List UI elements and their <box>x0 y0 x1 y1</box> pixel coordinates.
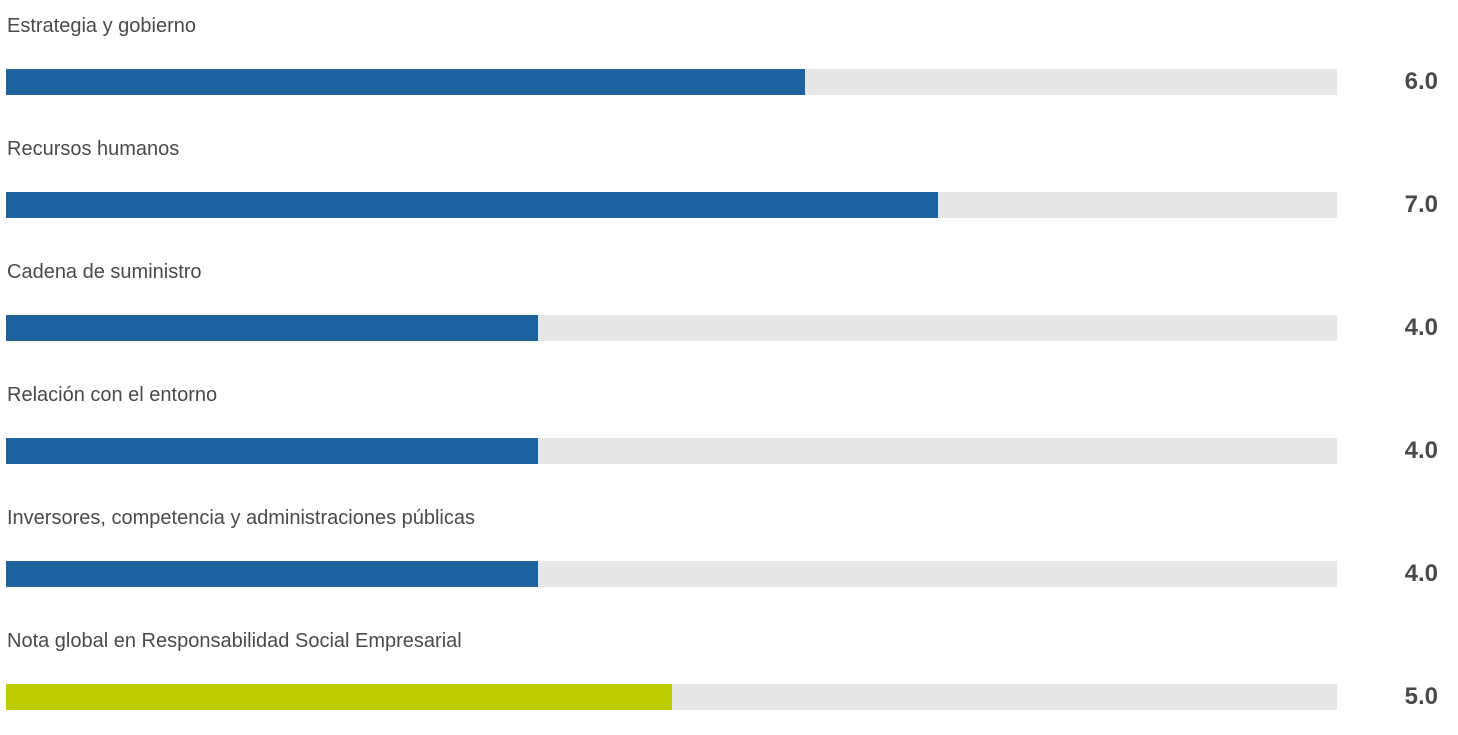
category-label: Cadena de suministro <box>7 261 202 283</box>
bar-track <box>6 192 1337 218</box>
value-label: 4.0 <box>1404 314 1438 341</box>
chart-row: Cadena de suministro 4.0 <box>0 246 1458 366</box>
bar-track <box>6 315 1337 341</box>
value-label: 4.0 <box>1404 437 1438 464</box>
category-label: Nota global en Responsabilidad Social Em… <box>7 630 462 652</box>
value-label: 4.0 <box>1404 560 1438 587</box>
bar-track <box>6 69 1337 95</box>
chart-row: Inversores, competencia y administracion… <box>0 492 1458 612</box>
score-bar <box>6 192 938 218</box>
value-label: 7.0 <box>1404 191 1438 218</box>
chart-row: Relación con el entorno 4.0 <box>0 369 1458 489</box>
value-label: 6.0 <box>1404 68 1438 95</box>
chart-row: Estrategia y gobierno 6.0 <box>0 0 1458 120</box>
category-label: Relación con el entorno <box>7 384 218 406</box>
score-bar <box>6 561 538 587</box>
score-bar-chart: Estrategia y gobierno 6.0 Recursos humanos… <box>0 0 1458 710</box>
bar-track <box>6 561 1337 587</box>
chart-row: Nota global en Responsabilidad Social Em… <box>0 615 1458 735</box>
score-bar <box>6 69 805 95</box>
category-label: Recursos humanos <box>7 138 180 160</box>
bar-track <box>6 438 1337 464</box>
category-label: Inversores, competencia y administracion… <box>7 507 475 529</box>
score-bar <box>6 438 538 464</box>
score-bar <box>6 315 538 341</box>
value-label: 5.0 <box>1404 683 1438 710</box>
chart-row: Recursos humanos 7.0 <box>0 123 1458 243</box>
category-label: Estrategia y gobierno <box>7 15 197 37</box>
global-score-bar <box>6 684 672 710</box>
bar-track <box>6 684 1337 710</box>
